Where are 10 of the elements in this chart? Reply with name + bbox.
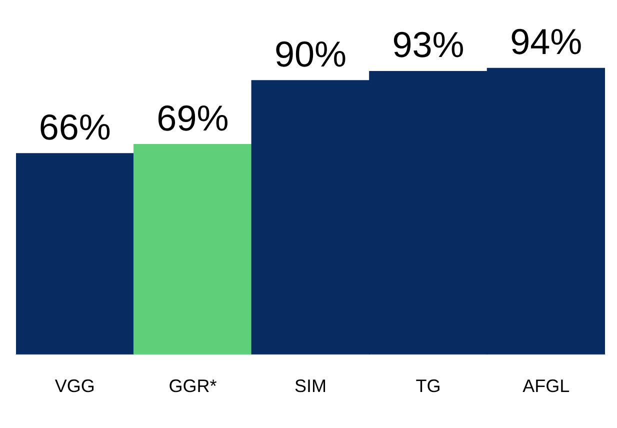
data-label: 69%: [156, 97, 229, 138]
x-tick-label: GGR*: [168, 376, 217, 396]
data-label: 94%: [510, 21, 582, 62]
data-label: 90%: [274, 33, 347, 74]
x-tick-label: VGG: [54, 376, 95, 396]
x-tick-label: TG: [416, 376, 441, 396]
data-label: 66%: [38, 106, 111, 148]
x-tick-label: AFGL: [522, 376, 570, 396]
x-tick-label: SIM: [294, 376, 327, 396]
data-label: 93%: [392, 24, 464, 66]
